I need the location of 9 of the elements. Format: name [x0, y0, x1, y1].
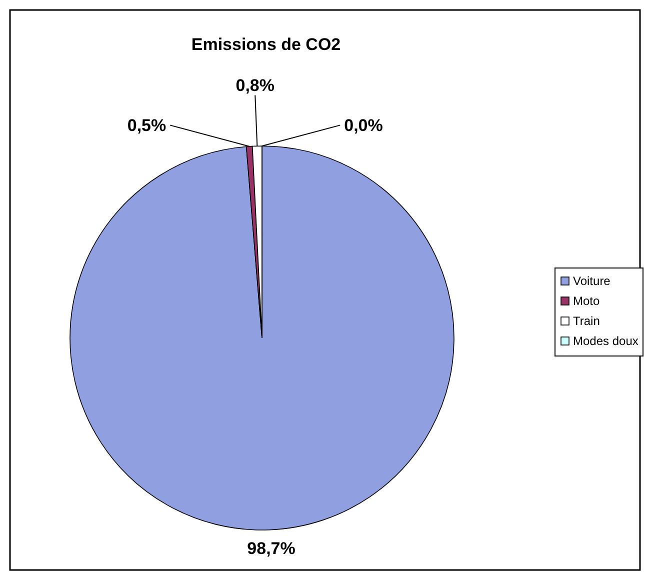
data-label: 98,7%: [247, 538, 296, 558]
data-label: 0,8%: [236, 76, 274, 96]
legend-label: Modes doux: [573, 334, 638, 348]
legend-label: Train: [573, 314, 600, 328]
chart-title: Emissions de CO2: [191, 35, 341, 54]
data-label: 0,5%: [127, 116, 166, 136]
legend-label: Moto: [573, 294, 600, 308]
text: 0,0%: [344, 116, 383, 136]
legend-label: Voiture: [573, 274, 611, 288]
